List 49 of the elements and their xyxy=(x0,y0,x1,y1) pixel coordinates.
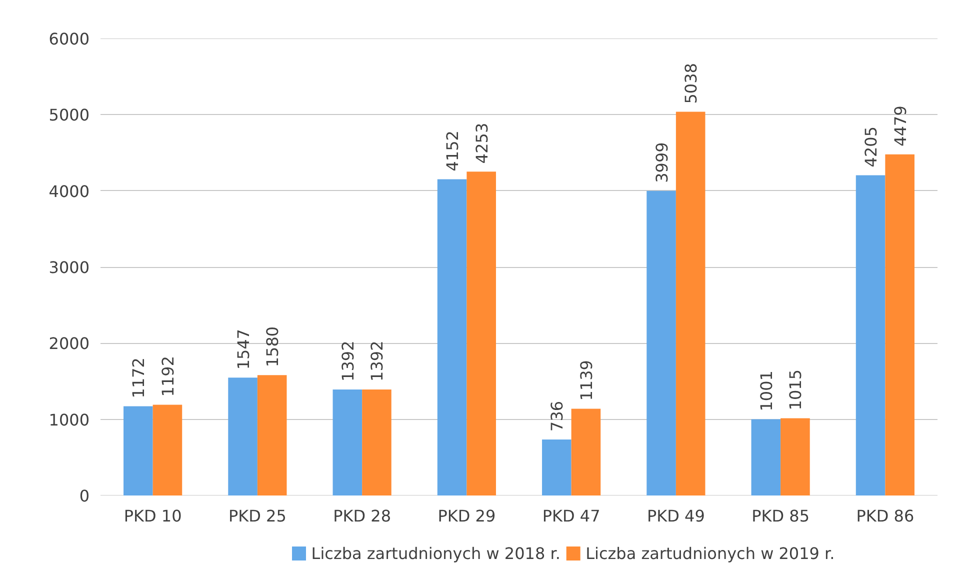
data-label: 1015 xyxy=(786,369,806,410)
bar xyxy=(332,389,362,496)
legend-label: Liczba zartudnionych w 2019 r. xyxy=(586,544,835,563)
bar xyxy=(362,389,392,496)
x-tick-label: PKD 25 xyxy=(228,506,286,526)
bar xyxy=(751,419,781,496)
data-label: 4253 xyxy=(472,122,492,164)
data-label: 3999 xyxy=(652,142,672,183)
legend-label: Liczba zartudnionych w 2018 r. xyxy=(311,544,560,563)
bar xyxy=(152,404,182,496)
bar xyxy=(124,406,153,496)
x-tick-label: PKD 47 xyxy=(542,506,600,526)
bar xyxy=(466,172,496,496)
y-tick-label: 2000 xyxy=(48,334,90,354)
bar xyxy=(228,378,258,496)
data-label: 4152 xyxy=(443,130,462,172)
bar xyxy=(571,408,601,496)
bar xyxy=(856,175,886,496)
data-label: 1392 xyxy=(338,340,358,382)
data-label: 1547 xyxy=(234,328,253,370)
data-label: 4205 xyxy=(862,126,881,168)
bar xyxy=(885,154,914,496)
bar xyxy=(437,179,467,496)
data-label: 1192 xyxy=(158,356,178,397)
bar xyxy=(646,190,676,496)
x-tick-label: PKD 10 xyxy=(124,506,182,526)
x-tick-label: PKD 28 xyxy=(333,506,392,526)
y-tick-label: 1000 xyxy=(48,410,90,430)
bar xyxy=(542,439,572,496)
x-tick-label: PKD 29 xyxy=(438,506,496,526)
bar xyxy=(676,112,706,496)
y-tick-label: 6000 xyxy=(48,30,90,48)
data-label: 1392 xyxy=(368,340,387,382)
y-tick-label: 5000 xyxy=(48,106,90,125)
bar xyxy=(257,375,287,496)
x-tick-label: PKD 85 xyxy=(752,506,810,526)
data-label: 1139 xyxy=(576,360,596,401)
data-label: 5038 xyxy=(682,63,701,104)
x-tick-label: PKD 49 xyxy=(646,506,705,526)
y-tick-label: 4000 xyxy=(48,182,90,201)
y-tick-label: 3000 xyxy=(48,258,90,277)
y-tick-label: 0 xyxy=(79,486,90,506)
x-tick-label: PKD 86 xyxy=(856,506,914,526)
data-label: 1172 xyxy=(129,358,148,398)
data-label: 736 xyxy=(548,400,567,432)
data-label: 4479 xyxy=(890,106,910,146)
bar xyxy=(780,418,810,496)
data-label: 1001 xyxy=(756,370,776,412)
data-label: 1580 xyxy=(263,326,282,368)
